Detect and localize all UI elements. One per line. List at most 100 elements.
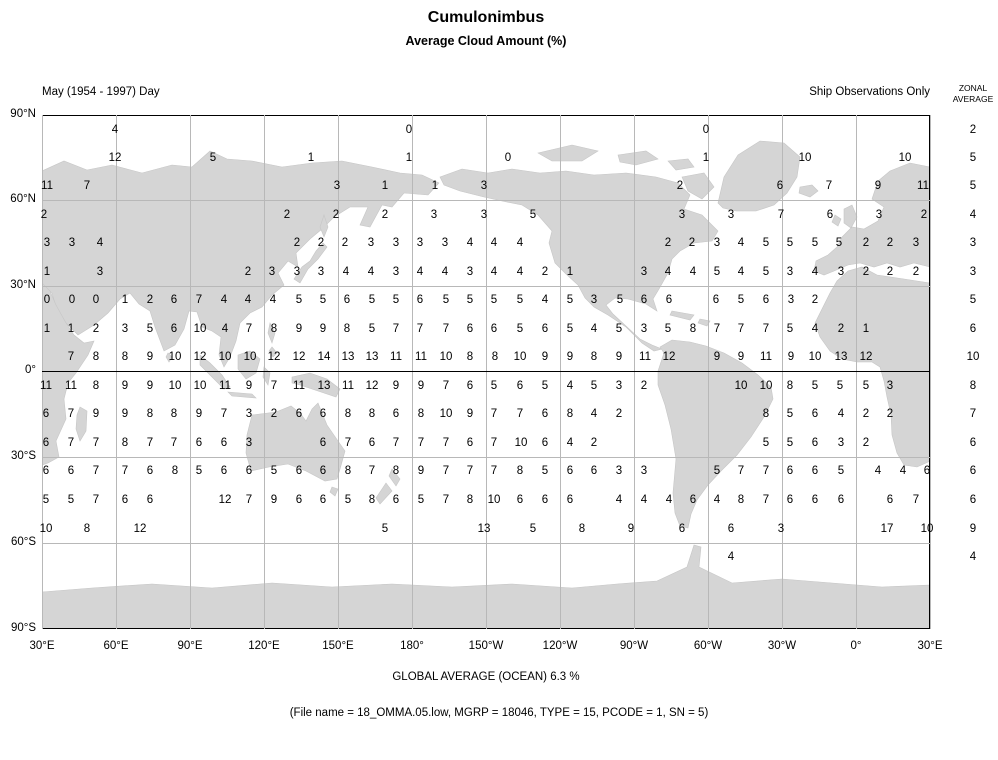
landmass-britain <box>843 204 858 229</box>
lat-axis-label: 0° <box>25 364 36 376</box>
grid-value: 2 <box>146 294 154 306</box>
grid-value: 2 <box>920 209 928 221</box>
grid-value: 4 <box>713 494 721 506</box>
grid-value: 6 <box>343 294 351 306</box>
grid-value: 8 <box>566 408 574 420</box>
grid-value: 8 <box>146 408 154 420</box>
grid-value: 6 <box>295 494 303 506</box>
grid-value: 6 <box>220 465 228 477</box>
landmass-new-zealand <box>375 468 401 505</box>
grid-value: 6 <box>566 465 574 477</box>
grid-value: 10 <box>759 380 773 392</box>
lon-gridline <box>634 115 635 629</box>
landmass-japan <box>293 242 328 284</box>
grid-value: 10 <box>798 152 812 164</box>
grid-value: 11 <box>639 351 651 363</box>
grid-value: 2 <box>283 209 291 221</box>
grid-value: 6 <box>416 294 424 306</box>
grid-value: 9 <box>121 408 129 420</box>
grid-value: 3 <box>727 209 735 221</box>
grid-value: 5 <box>566 294 574 306</box>
landmass-tasmania <box>329 486 339 497</box>
grid-value: 6 <box>220 437 228 449</box>
grid-value: 6 <box>146 494 154 506</box>
landmass-borneo <box>237 350 261 380</box>
grid-value: 6 <box>392 494 400 506</box>
grid-value: 6 <box>195 437 203 449</box>
grid-value: 12 <box>267 351 281 363</box>
grid-value: 7 <box>825 180 833 192</box>
grid-value: 2 <box>381 209 389 221</box>
lon-gridline <box>560 115 561 629</box>
lon-gridline <box>412 115 413 629</box>
grid-value: 4 <box>490 266 498 278</box>
grid-value: 7 <box>67 351 75 363</box>
grid-value: 9 <box>92 408 100 420</box>
grid-value: 3 <box>615 465 623 477</box>
grid-value: 8 <box>343 323 351 335</box>
zonal-average-value: 7 <box>969 408 977 420</box>
grid-value: 6 <box>786 494 794 506</box>
grid-value: 10 <box>193 380 207 392</box>
grid-value: 9 <box>627 523 635 535</box>
grid-value: 1 <box>121 294 129 306</box>
grid-value: 8 <box>689 323 697 335</box>
grid-value: 6 <box>490 323 498 335</box>
grid-value: 5 <box>615 323 623 335</box>
grid-value: 8 <box>170 408 178 420</box>
grid-value: 6 <box>319 408 327 420</box>
grid-value: 2 <box>862 266 870 278</box>
grid-value: 9 <box>245 380 253 392</box>
grid-value: 7 <box>762 494 770 506</box>
grid-value: 2 <box>862 437 870 449</box>
grid-value: 5 <box>762 266 770 278</box>
grid-value: 3 <box>786 266 794 278</box>
grid-value: 5 <box>381 523 389 535</box>
grid-value: 11 <box>293 380 305 392</box>
grid-value: 7 <box>713 323 721 335</box>
grid-value: 12 <box>662 351 676 363</box>
grid-value: 8 <box>786 380 794 392</box>
lat-gridline <box>42 286 930 287</box>
zonal-header-line2: AVERAGE <box>952 94 994 104</box>
grid-value: 5 <box>490 380 498 392</box>
grid-value: 6 <box>566 494 574 506</box>
grid-value: 4 <box>665 494 673 506</box>
lon-gridline <box>190 115 191 629</box>
zonal-average-value: 6 <box>969 465 977 477</box>
zonal-average-header: ZONAL AVERAGE <box>948 83 998 105</box>
grid-value: 7 <box>762 465 770 477</box>
grid-value: 4 <box>244 294 252 306</box>
grid-value: 12 <box>292 351 306 363</box>
grid-value: 7 <box>442 323 450 335</box>
grid-value: 2 <box>40 209 48 221</box>
grid-value: 3 <box>837 437 845 449</box>
grid-value: 5 <box>713 266 721 278</box>
grid-value: 2 <box>92 323 100 335</box>
grid-value: 10 <box>439 351 453 363</box>
lat-axis-label: 90°N <box>10 108 36 120</box>
grid-value: 5 <box>368 294 376 306</box>
grid-value: 2 <box>615 408 623 420</box>
lon-axis-label: 30°E <box>29 640 55 652</box>
grid-value: 3 <box>787 294 795 306</box>
grid-value: 5 <box>786 323 794 335</box>
grid-value: 3 <box>837 266 845 278</box>
grid-value: 5 <box>811 380 819 392</box>
lon-gridline <box>708 115 709 629</box>
landmass-greenland <box>717 140 801 212</box>
landmass-africa-west <box>814 266 930 468</box>
grid-value: 9 <box>787 351 795 363</box>
grid-value: 10 <box>439 408 453 420</box>
equator-gridline <box>42 371 930 372</box>
grid-value: 5 <box>835 237 843 249</box>
grid-value: 5 <box>516 294 524 306</box>
grid-value: 10 <box>808 351 822 363</box>
grid-value: 6 <box>42 408 50 420</box>
grid-value: 3 <box>293 266 301 278</box>
grid-value: 2 <box>886 408 894 420</box>
grid-value: 5 <box>786 437 794 449</box>
grid-value: 10 <box>514 437 528 449</box>
lat-gridline <box>42 200 930 201</box>
grid-value: 7 <box>67 437 75 449</box>
